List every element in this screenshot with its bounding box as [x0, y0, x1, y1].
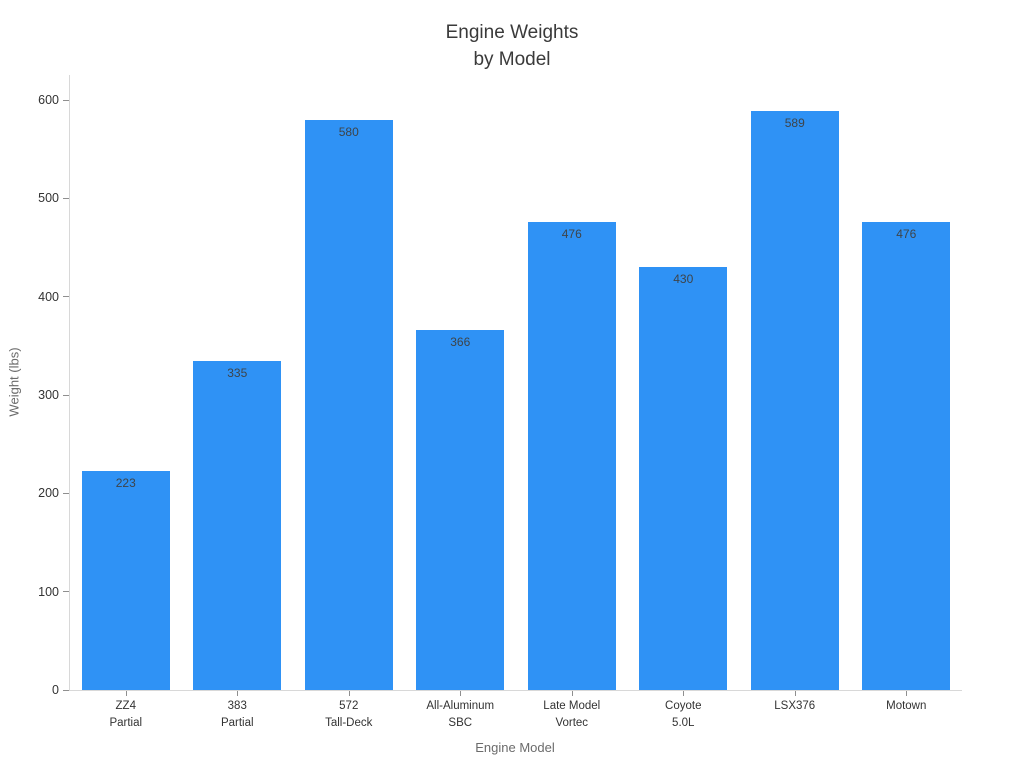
y-tick-mark: [63, 591, 69, 593]
bar-value-label: 580: [338, 124, 359, 139]
y-tick-label: 500: [38, 191, 59, 206]
bar-value-label: 335: [227, 365, 248, 380]
bar-value-label: 223: [115, 475, 136, 490]
chart-title: Engine Weights by Model: [445, 22, 579, 70]
x-tick-mark: [906, 691, 908, 696]
bar: 589: [750, 110, 839, 690]
y-axis-title: Weight (lbs): [6, 347, 22, 417]
y-tick-mark: [63, 296, 69, 298]
y-tick-label: 400: [38, 289, 59, 304]
y-tick-mark: [63, 197, 69, 199]
x-tick-mark: [460, 691, 462, 696]
bar: 580: [304, 119, 393, 690]
bar: 476: [862, 221, 951, 690]
bar-value-label: 430: [673, 272, 694, 287]
plot-area: 0 100 200 300 400 500 600 223 ZZ4 Partial 335 383 …: [38, 75, 962, 729]
x-tick-mark: [571, 691, 573, 696]
y-tick-label: 600: [38, 93, 59, 107]
y-tick-mark: [63, 394, 69, 396]
x-tick-label: All-Aluminum SBC: [426, 700, 495, 729]
x-tick-label: Late Model Vortec: [543, 700, 601, 729]
x-tick-mark: [125, 691, 127, 696]
y-tick-label: 300: [38, 388, 59, 402]
y-tick-label: 100: [38, 584, 59, 599]
bar: 335: [193, 360, 282, 690]
x-tick-mark: [348, 691, 350, 696]
bar: 223: [81, 470, 170, 690]
bar-value-label: 366: [450, 335, 471, 350]
y-tick-mark: [63, 492, 69, 494]
x-tick-label: Coyote 5.0L: [665, 700, 702, 729]
x-tick-mark: [794, 691, 796, 696]
bar: 476: [527, 221, 616, 690]
bar-value-label: 476: [896, 226, 917, 241]
y-tick-label: 200: [38, 486, 59, 501]
y-tick-mark: [63, 99, 69, 101]
bar: 366: [416, 330, 505, 690]
x-tick-label: ZZ4 Partial: [109, 700, 143, 729]
x-tick-label: Motown: [886, 700, 927, 712]
bar-value-label: 476: [561, 226, 582, 241]
bar-value-label: 589: [784, 115, 805, 130]
x-tick-label: LSX376: [774, 700, 816, 712]
y-tick-label: 0: [52, 683, 59, 697]
y-tick-mark: [63, 689, 69, 691]
x-axis-title: Engine Model: [475, 740, 555, 755]
x-tick-label: 572 Tall-Deck: [325, 700, 373, 729]
bar: 430: [639, 267, 728, 690]
x-tick-mark: [237, 691, 239, 696]
x-tick-mark: [683, 691, 685, 696]
x-tick-label: 383 Partial: [220, 700, 254, 729]
